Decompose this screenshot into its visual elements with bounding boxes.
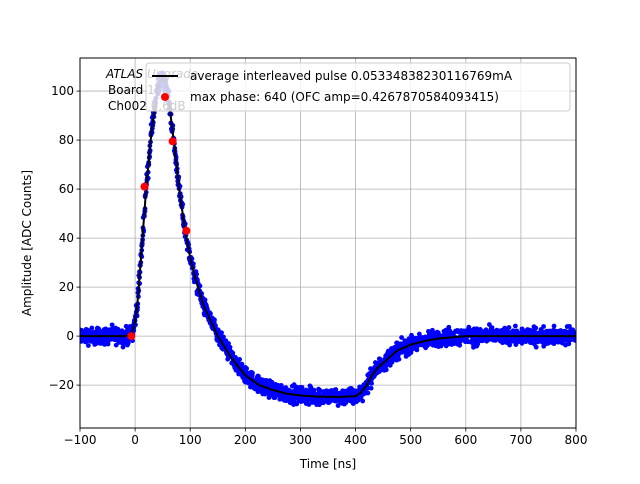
scatter-point [250, 370, 255, 376]
x-tick-label: 700 [509, 433, 532, 447]
scatter-point [533, 344, 539, 350]
scatter-point [125, 340, 131, 346]
y-tick-label: 60 [59, 182, 74, 196]
y-tick-label: 20 [59, 280, 74, 294]
scatter-point [396, 356, 402, 362]
scatter-point [368, 385, 374, 391]
y-tick-label: 80 [59, 133, 74, 147]
scatter-point [512, 323, 518, 329]
x-tick-label: 600 [454, 433, 477, 447]
plot-area [80, 58, 576, 428]
y-tick-label: −20 [49, 378, 74, 392]
legend-swatch-marker [161, 93, 169, 101]
scatter-point [317, 387, 323, 393]
scatter-point [255, 373, 261, 379]
scatter-point [457, 342, 463, 348]
scatter-point [109, 322, 115, 328]
scatter-point [383, 367, 389, 373]
y-tick-label: 100 [51, 84, 74, 98]
scatter-point [533, 325, 539, 331]
max-phase-marker [140, 182, 149, 191]
x-tick-label: 0 [131, 433, 139, 447]
scatter-point [399, 335, 404, 340]
scatter-point [85, 343, 91, 348]
scatter-point [308, 385, 314, 390]
legend-label-average: average interleaved pulse 0.053348382301… [190, 69, 513, 83]
scatter-point [96, 326, 102, 332]
scatter-point [226, 341, 231, 346]
scatter-point [572, 338, 576, 343]
y-axis-label: Amplitude [ADC Counts] [20, 170, 34, 316]
y-tick-label: 40 [59, 231, 74, 245]
scatter-point [446, 324, 452, 330]
max-phase-marker [127, 332, 136, 341]
scatter-point [227, 344, 233, 350]
scatter-point [230, 350, 236, 356]
scatter-point [237, 357, 243, 362]
scatter-point [244, 366, 250, 371]
scatter-point [369, 381, 374, 386]
ticks-layer: −100 0 100 200 300 400 500 600 700 800 −20 0 20 40 60 8… [49, 84, 588, 447]
x-tick-label: 300 [289, 433, 312, 447]
scatter-point [333, 387, 339, 392]
scatter-point [551, 323, 557, 329]
x-axis-label: Time [ns] [299, 457, 356, 471]
scatter-point [572, 330, 576, 336]
plot-frame [79, 57, 577, 429]
x-tick-label: 400 [344, 433, 367, 447]
scatter-point [89, 325, 95, 331]
x-tick-label: 800 [565, 433, 588, 447]
scatter-point [202, 297, 208, 303]
data-layer [80, 70, 576, 408]
scatter-point [541, 324, 546, 329]
legend-box [145, 62, 571, 112]
legend: average interleaved pulse 0.053348382301… [145, 62, 571, 112]
scatter-point [211, 318, 217, 324]
scatter-point [208, 311, 213, 316]
max-phase-marker [168, 137, 177, 146]
scatter-point [219, 330, 224, 336]
scatter-point [507, 342, 513, 348]
scatter-point [239, 361, 245, 367]
scatter-point [475, 341, 481, 347]
scatter-point [360, 398, 366, 404]
y-tick-label: 0 [66, 329, 74, 343]
legend-label-max-phase: max phase: 640 (OFC amp=0.42678705840934… [190, 90, 499, 104]
scatter-point [306, 402, 312, 407]
scatter-point [414, 347, 420, 353]
scatter-point [299, 384, 305, 390]
x-tick-label: 500 [399, 433, 422, 447]
x-tick-label: 100 [179, 433, 202, 447]
scatter-point [506, 325, 512, 330]
scatter-point [365, 390, 371, 396]
x-tick-label: 200 [234, 433, 257, 447]
max-phase-marker [182, 226, 191, 235]
x-tick-label: −100 [64, 433, 97, 447]
